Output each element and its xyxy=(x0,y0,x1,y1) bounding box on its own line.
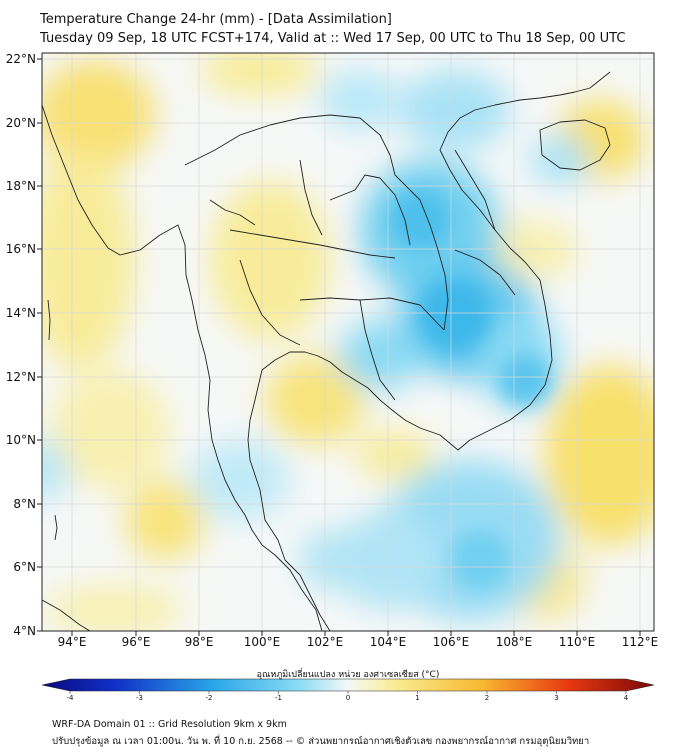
lon-label: 110°E xyxy=(559,635,596,649)
lat-label: 4°N xyxy=(13,624,36,638)
lat-label: 16°N xyxy=(6,242,36,256)
lon-label: 98°E xyxy=(185,635,214,649)
map-subtitle: Tuesday 09 Sep, 18 UTC FCST+174, Valid a… xyxy=(40,31,626,46)
temperature-change-map: 22°N 20°N 18°N 16°N 14°N 12°N 10°N 8°N 6… xyxy=(6,52,659,700)
colorbar-label: -4 xyxy=(67,694,75,700)
longitude-labels: 94°E 96°E 98°E 100°E 102°E 104°E 106°E 1… xyxy=(58,635,659,649)
lon-label: 104°E xyxy=(370,635,407,649)
lat-label: 6°N xyxy=(13,560,36,574)
lat-label: 20°N xyxy=(6,116,36,130)
lon-label: 102°E xyxy=(307,635,344,649)
map-frame xyxy=(41,52,655,632)
colorbar-label: 0 xyxy=(346,694,350,700)
lat-label: 12°N xyxy=(6,370,36,384)
lat-label: 8°N xyxy=(13,497,36,511)
lat-label: 22°N xyxy=(6,52,36,66)
coastlines xyxy=(42,71,611,631)
lon-label: 94°E xyxy=(58,635,87,649)
colorbar-label: -1 xyxy=(275,694,282,700)
lon-label: 106°E xyxy=(433,635,470,649)
colorbar: -4 -3 -2 -1 0 1 2 3 4 xyxy=(41,678,655,700)
colorbar-ticks xyxy=(69,691,627,694)
lon-label: 108°E xyxy=(496,635,533,649)
footer-domain-info: WRF-DA Domain 01 :: Grid Resolution 9km … xyxy=(52,719,287,730)
colorbar-label: -2 xyxy=(206,694,213,700)
lat-label: 10°N xyxy=(6,433,36,447)
footer-update-info: ปรับปรุงข้อมูล ณ เวลา 01:00น. วัน พ. ที่… xyxy=(52,736,590,747)
lat-label: 18°N xyxy=(6,179,36,193)
lon-label: 112°E xyxy=(622,635,659,649)
temperature-field xyxy=(42,53,654,631)
colorbar-label: 2 xyxy=(485,694,489,700)
latitude-labels: 22°N 20°N 18°N 16°N 14°N 12°N 10°N 8°N 6… xyxy=(6,52,36,638)
lon-label: 96°E xyxy=(122,635,151,649)
colorbar-label: 1 xyxy=(415,694,419,700)
colorbar-label: -3 xyxy=(136,694,143,700)
colorbar-title: อุณหภูมิเปลี่ยนแปลง หน่วย องศาเซลเซียส (… xyxy=(256,670,440,680)
colorbar-label: 3 xyxy=(554,694,558,700)
graticule xyxy=(42,53,654,631)
colorbar-label: 4 xyxy=(624,694,629,700)
lon-label: 100°E xyxy=(244,635,281,649)
axis-ticks xyxy=(37,58,641,636)
map-title: Temperature Change 24-hr (mm) - [Data As… xyxy=(40,12,392,27)
lat-label: 14°N xyxy=(6,306,36,320)
